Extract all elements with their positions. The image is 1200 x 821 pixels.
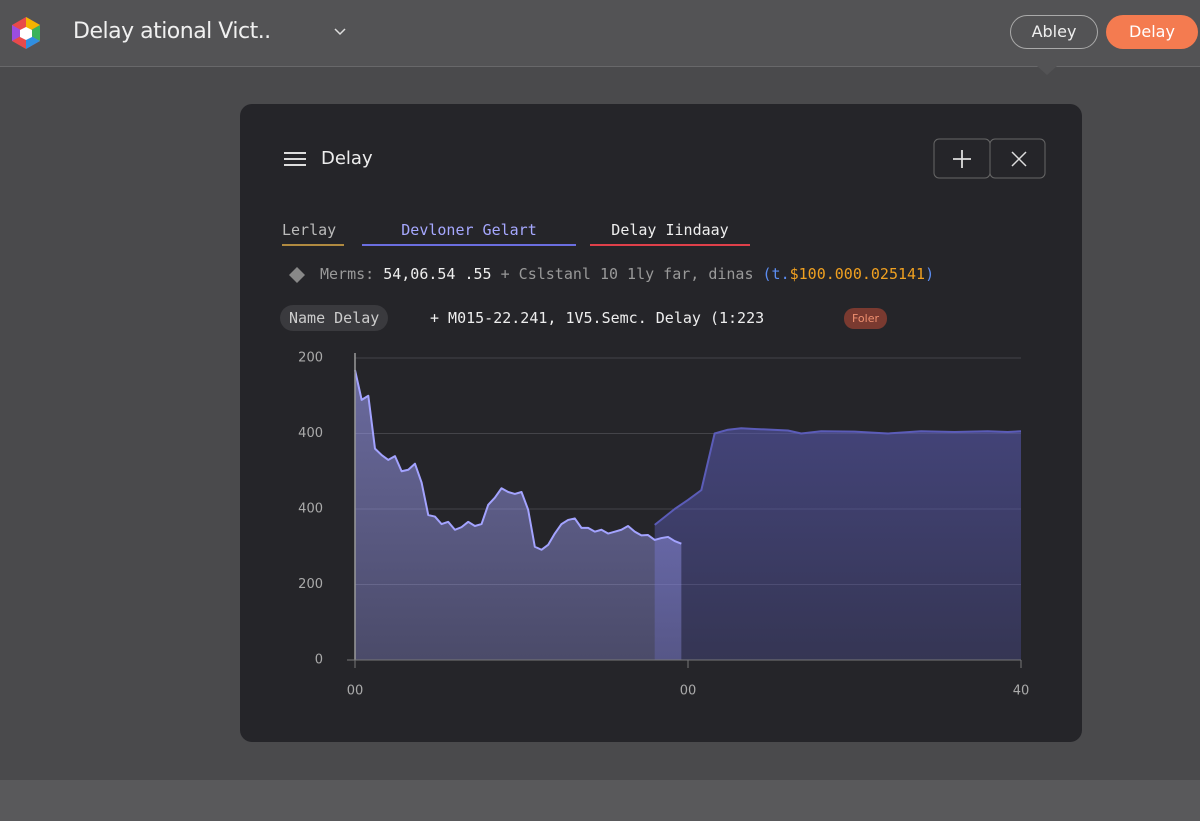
tab[interactable]: Devloner Gelart (362, 221, 576, 246)
badge: Foler (844, 308, 888, 329)
x-tick-label: 40 (1013, 684, 1030, 699)
area-fill (654, 428, 1021, 660)
panel-actions (933, 138, 1046, 179)
line (354, 369, 682, 551)
info-paren: ) (925, 265, 935, 283)
meta-line: + M015-22.241, 1V5.Semc. Delay (1:223 (430, 309, 765, 327)
chip[interactable]: Name Delay (280, 305, 389, 331)
button[interactable]: Delay (1106, 15, 1198, 49)
footer-strip (0, 780, 1200, 821)
info-paren: (t. (762, 265, 790, 283)
info-text: + Cslstanl 10 1ly far, dinas (500, 265, 754, 283)
logo (12, 17, 40, 49)
info-label: Merms: (320, 265, 375, 283)
tab[interactable]: Delay Iindaay (590, 221, 750, 246)
info-amount: $100.000.025141 (789, 265, 926, 283)
tab[interactable]: Lerlay (282, 221, 344, 246)
app-title: Delay ational Vict.. (73, 19, 271, 44)
header (0, 0, 1200, 67)
caret (1037, 66, 1057, 75)
close-button[interactable] (989, 138, 1046, 179)
line (654, 427, 1022, 526)
info-line: Merms: 54,06.54 .55 + Cslstanl 10 1ly fa… (320, 265, 934, 283)
dropdown-chevron[interactable] (333, 27, 347, 37)
diamond-icon (289, 267, 305, 283)
x-tick-label: 00 (680, 684, 697, 699)
y-tick-label: 0 (315, 653, 323, 668)
info-value: 54,06.54 .55 (383, 265, 492, 283)
x-tick-label: 00 (347, 684, 364, 699)
y-tick-label: 400 (298, 502, 323, 517)
menu-icon[interactable] (283, 151, 307, 167)
y-tick-label: 400 (298, 426, 323, 441)
button[interactable]: Abley (1010, 15, 1098, 49)
y-tick-label: 200 (298, 577, 323, 592)
area-fill (355, 370, 682, 660)
y-tick-label: 200 (298, 351, 323, 366)
panel-title: Delay (321, 148, 373, 169)
